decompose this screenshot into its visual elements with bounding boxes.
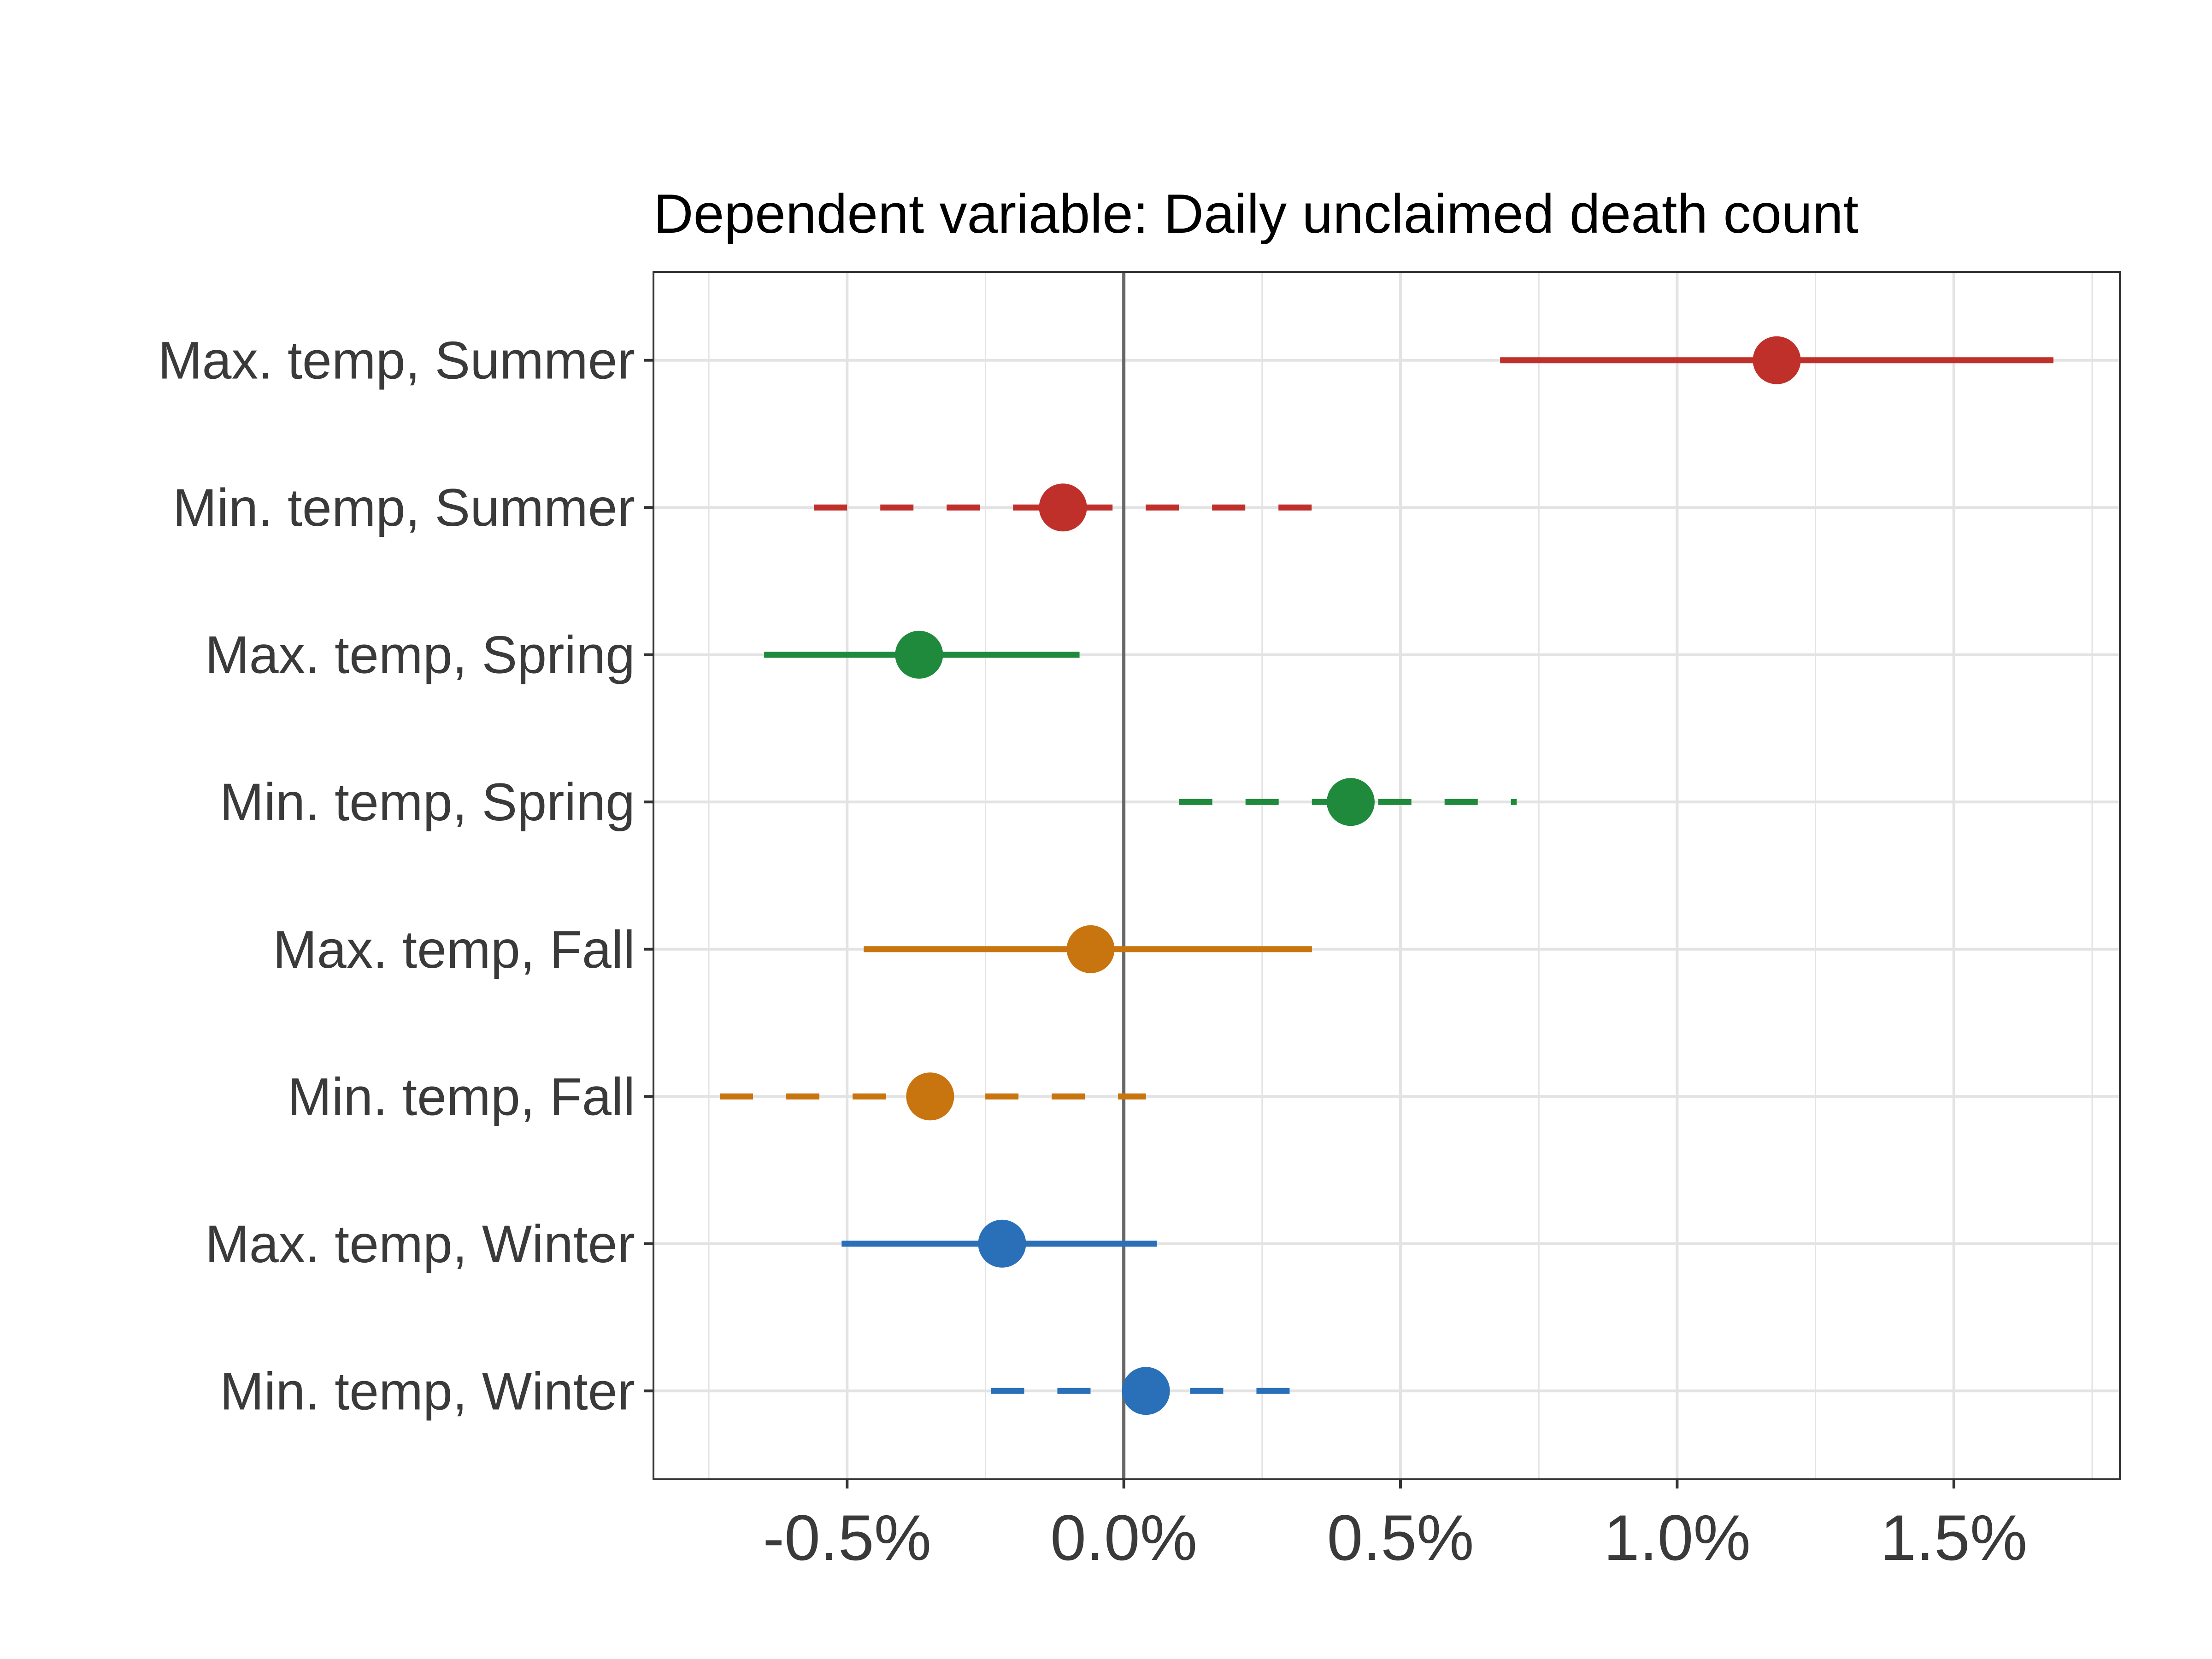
y-tick-label-max-temp-spring: Max. temp, Spring: [205, 626, 635, 685]
y-tick-label-min-temp-fall: Min. temp, Fall: [288, 1067, 635, 1126]
y-tick-label-min-temp-summer: Min. temp, Summer: [173, 478, 635, 537]
x-tick-label: 0.0%: [1050, 1501, 1197, 1574]
marks-layer: [720, 336, 2053, 1415]
point-estimate-min-temp-winter: [1122, 1367, 1170, 1415]
axis-layer: Max. temp, Summer Min. temp, Summer Max. t…: [158, 331, 2028, 1574]
panel-border: [653, 271, 2121, 1480]
point-estimate-min-temp-spring: [1326, 778, 1375, 826]
chart-title: Dependent variable: Daily unclaimed deat…: [653, 183, 1859, 245]
point-estimate-max-temp-fall: [1066, 925, 1115, 973]
x-tick-label: 0.5%: [1327, 1501, 1474, 1574]
y-tick-label-min-temp-spring: Min. temp, Spring: [220, 773, 635, 832]
x-tick-label: 1.0%: [1604, 1501, 1751, 1574]
y-tick-label-max-temp-fall: Max. temp, Fall: [273, 920, 635, 979]
point-estimate-max-temp-winter: [978, 1219, 1026, 1268]
point-estimate-max-temp-summer: [1753, 336, 1801, 384]
y-tick-label-min-temp-winter: Min. temp, Winter: [220, 1362, 635, 1421]
y-tick-label-max-temp-winter: Max. temp, Winter: [205, 1215, 635, 1274]
point-estimate-min-temp-fall: [906, 1072, 954, 1121]
point-estimate-max-temp-spring: [895, 630, 943, 679]
x-tick-label: -0.5%: [763, 1501, 931, 1574]
grid-layer: [653, 272, 2120, 1479]
y-tick-label-max-temp-summer: Max. temp, Summer: [158, 331, 635, 390]
point-estimate-min-temp-summer: [1039, 483, 1087, 532]
x-tick-label: 1.5%: [1880, 1501, 2027, 1574]
